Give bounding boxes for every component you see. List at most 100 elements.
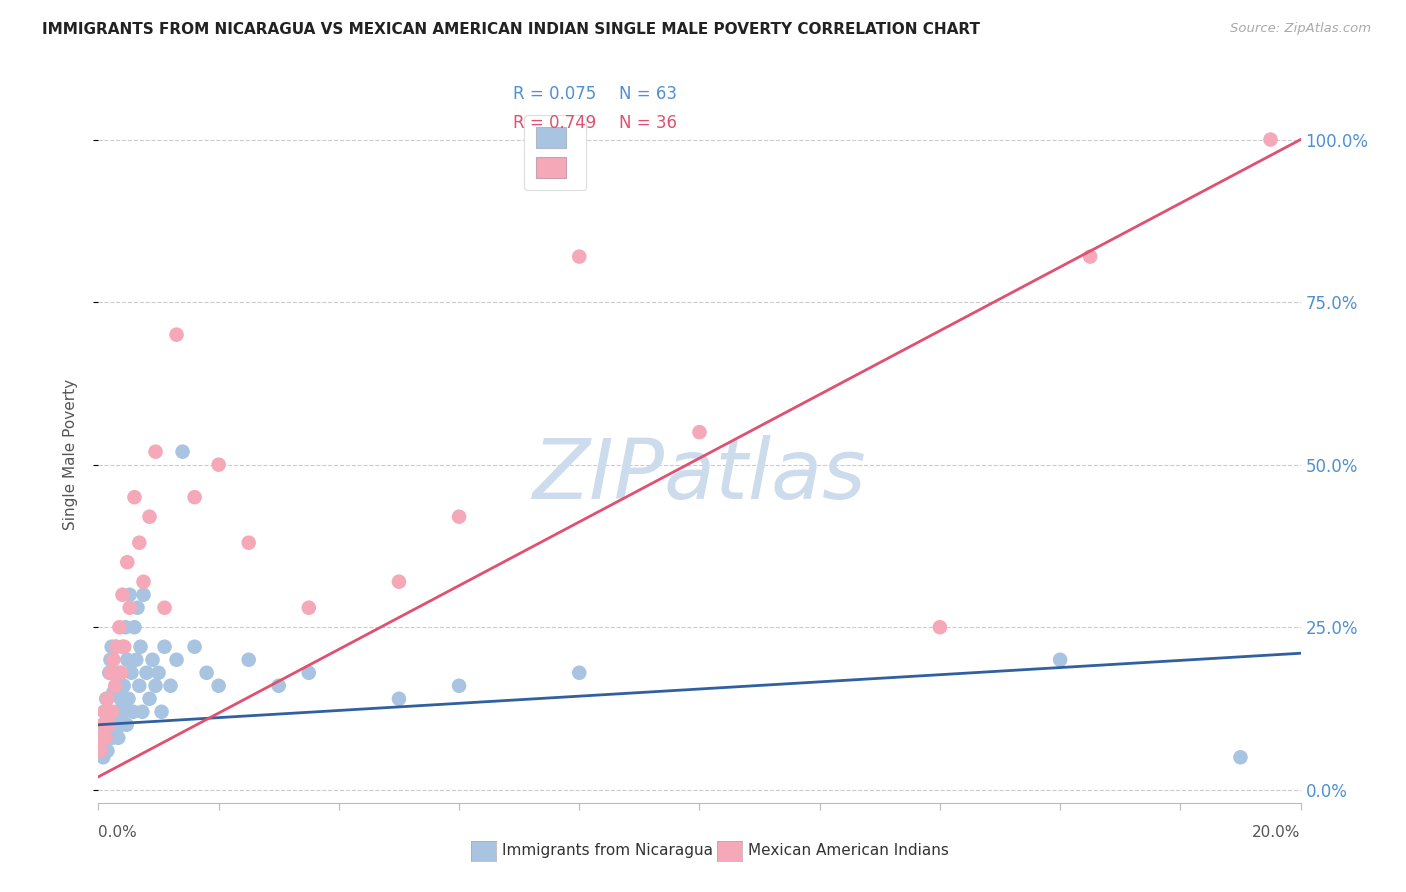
Point	[145, 679, 167, 693]
Point	[166, 653, 188, 667]
Point	[91, 718, 114, 732]
Point	[388, 574, 411, 589]
Text: Immigrants from Nicaragua: Immigrants from Nicaragua	[502, 844, 713, 858]
Point	[94, 731, 117, 745]
Point	[166, 327, 188, 342]
Point	[91, 750, 114, 764]
Point	[183, 490, 205, 504]
Y-axis label: Single Male Poverty: Single Male Poverty	[63, 379, 77, 531]
Point	[111, 640, 134, 654]
Point	[118, 588, 141, 602]
Point	[145, 444, 167, 458]
Point	[1229, 750, 1251, 764]
Point	[150, 705, 173, 719]
Point	[96, 691, 118, 706]
Point	[101, 731, 124, 745]
Point	[112, 640, 135, 654]
Point	[447, 509, 470, 524]
Point	[568, 665, 591, 680]
Text: N = 36: N = 36	[619, 114, 676, 132]
Point	[689, 425, 711, 439]
Point	[110, 665, 132, 680]
Point	[135, 665, 157, 680]
Point	[132, 588, 155, 602]
Point	[111, 588, 134, 602]
Point	[103, 685, 125, 699]
Point	[93, 705, 115, 719]
Point	[110, 718, 132, 732]
Point	[124, 490, 146, 504]
Point	[388, 691, 411, 706]
Point	[929, 620, 952, 634]
Point	[100, 665, 122, 680]
Point	[195, 665, 218, 680]
Point	[128, 535, 150, 549]
Point	[96, 705, 118, 719]
Point	[208, 679, 231, 693]
Legend: , : ,	[524, 115, 586, 190]
Point	[103, 653, 125, 667]
Text: IMMIGRANTS FROM NICARAGUA VS MEXICAN AMERICAN INDIAN SINGLE MALE POVERTY CORRELA: IMMIGRANTS FROM NICARAGUA VS MEXICAN AME…	[42, 22, 980, 37]
Point	[93, 731, 115, 745]
Point	[132, 574, 155, 589]
Point	[110, 691, 132, 706]
Point	[112, 679, 135, 693]
Point	[129, 640, 152, 654]
Point	[208, 458, 231, 472]
Point	[1260, 132, 1282, 146]
Text: Mexican American Indians: Mexican American Indians	[748, 844, 949, 858]
Point	[94, 718, 117, 732]
Point	[101, 705, 124, 719]
Text: 20.0%: 20.0%	[1253, 825, 1301, 840]
Point	[89, 744, 111, 758]
Point	[124, 620, 146, 634]
Point	[238, 653, 260, 667]
Point	[96, 691, 118, 706]
Point	[108, 665, 131, 680]
Point	[117, 653, 139, 667]
Point	[90, 744, 112, 758]
Text: Source: ZipAtlas.com: Source: ZipAtlas.com	[1230, 22, 1371, 36]
Point	[93, 705, 115, 719]
Point	[267, 679, 290, 693]
Point	[118, 600, 141, 615]
Point	[89, 731, 111, 745]
Point	[105, 640, 128, 654]
Point	[91, 718, 114, 732]
Point	[112, 705, 135, 719]
Point	[159, 679, 181, 693]
Text: 0.0%: 0.0%	[98, 825, 138, 840]
Point	[121, 665, 143, 680]
Point	[138, 509, 160, 524]
Point	[122, 705, 145, 719]
Text: ZIPatlas: ZIPatlas	[533, 435, 866, 516]
Point	[127, 600, 149, 615]
Point	[107, 718, 129, 732]
Point	[568, 250, 591, 264]
Text: R = 0.749: R = 0.749	[513, 114, 596, 132]
Point	[131, 705, 153, 719]
Point	[117, 691, 139, 706]
Point	[98, 665, 121, 680]
Point	[104, 640, 127, 654]
Point	[138, 691, 160, 706]
Point	[1078, 250, 1101, 264]
Point	[114, 620, 136, 634]
Point	[183, 640, 205, 654]
Point	[104, 718, 127, 732]
Point	[1049, 653, 1071, 667]
Point	[141, 653, 163, 667]
Point	[238, 535, 260, 549]
Point	[298, 600, 321, 615]
Point	[98, 718, 121, 732]
Point	[148, 665, 170, 680]
Point	[100, 640, 122, 654]
Point	[108, 620, 131, 634]
Point	[153, 600, 176, 615]
Point	[447, 679, 470, 693]
Point	[107, 731, 129, 745]
Point	[125, 653, 148, 667]
Point	[96, 744, 118, 758]
Text: R = 0.075: R = 0.075	[513, 85, 596, 103]
Point	[298, 665, 321, 680]
